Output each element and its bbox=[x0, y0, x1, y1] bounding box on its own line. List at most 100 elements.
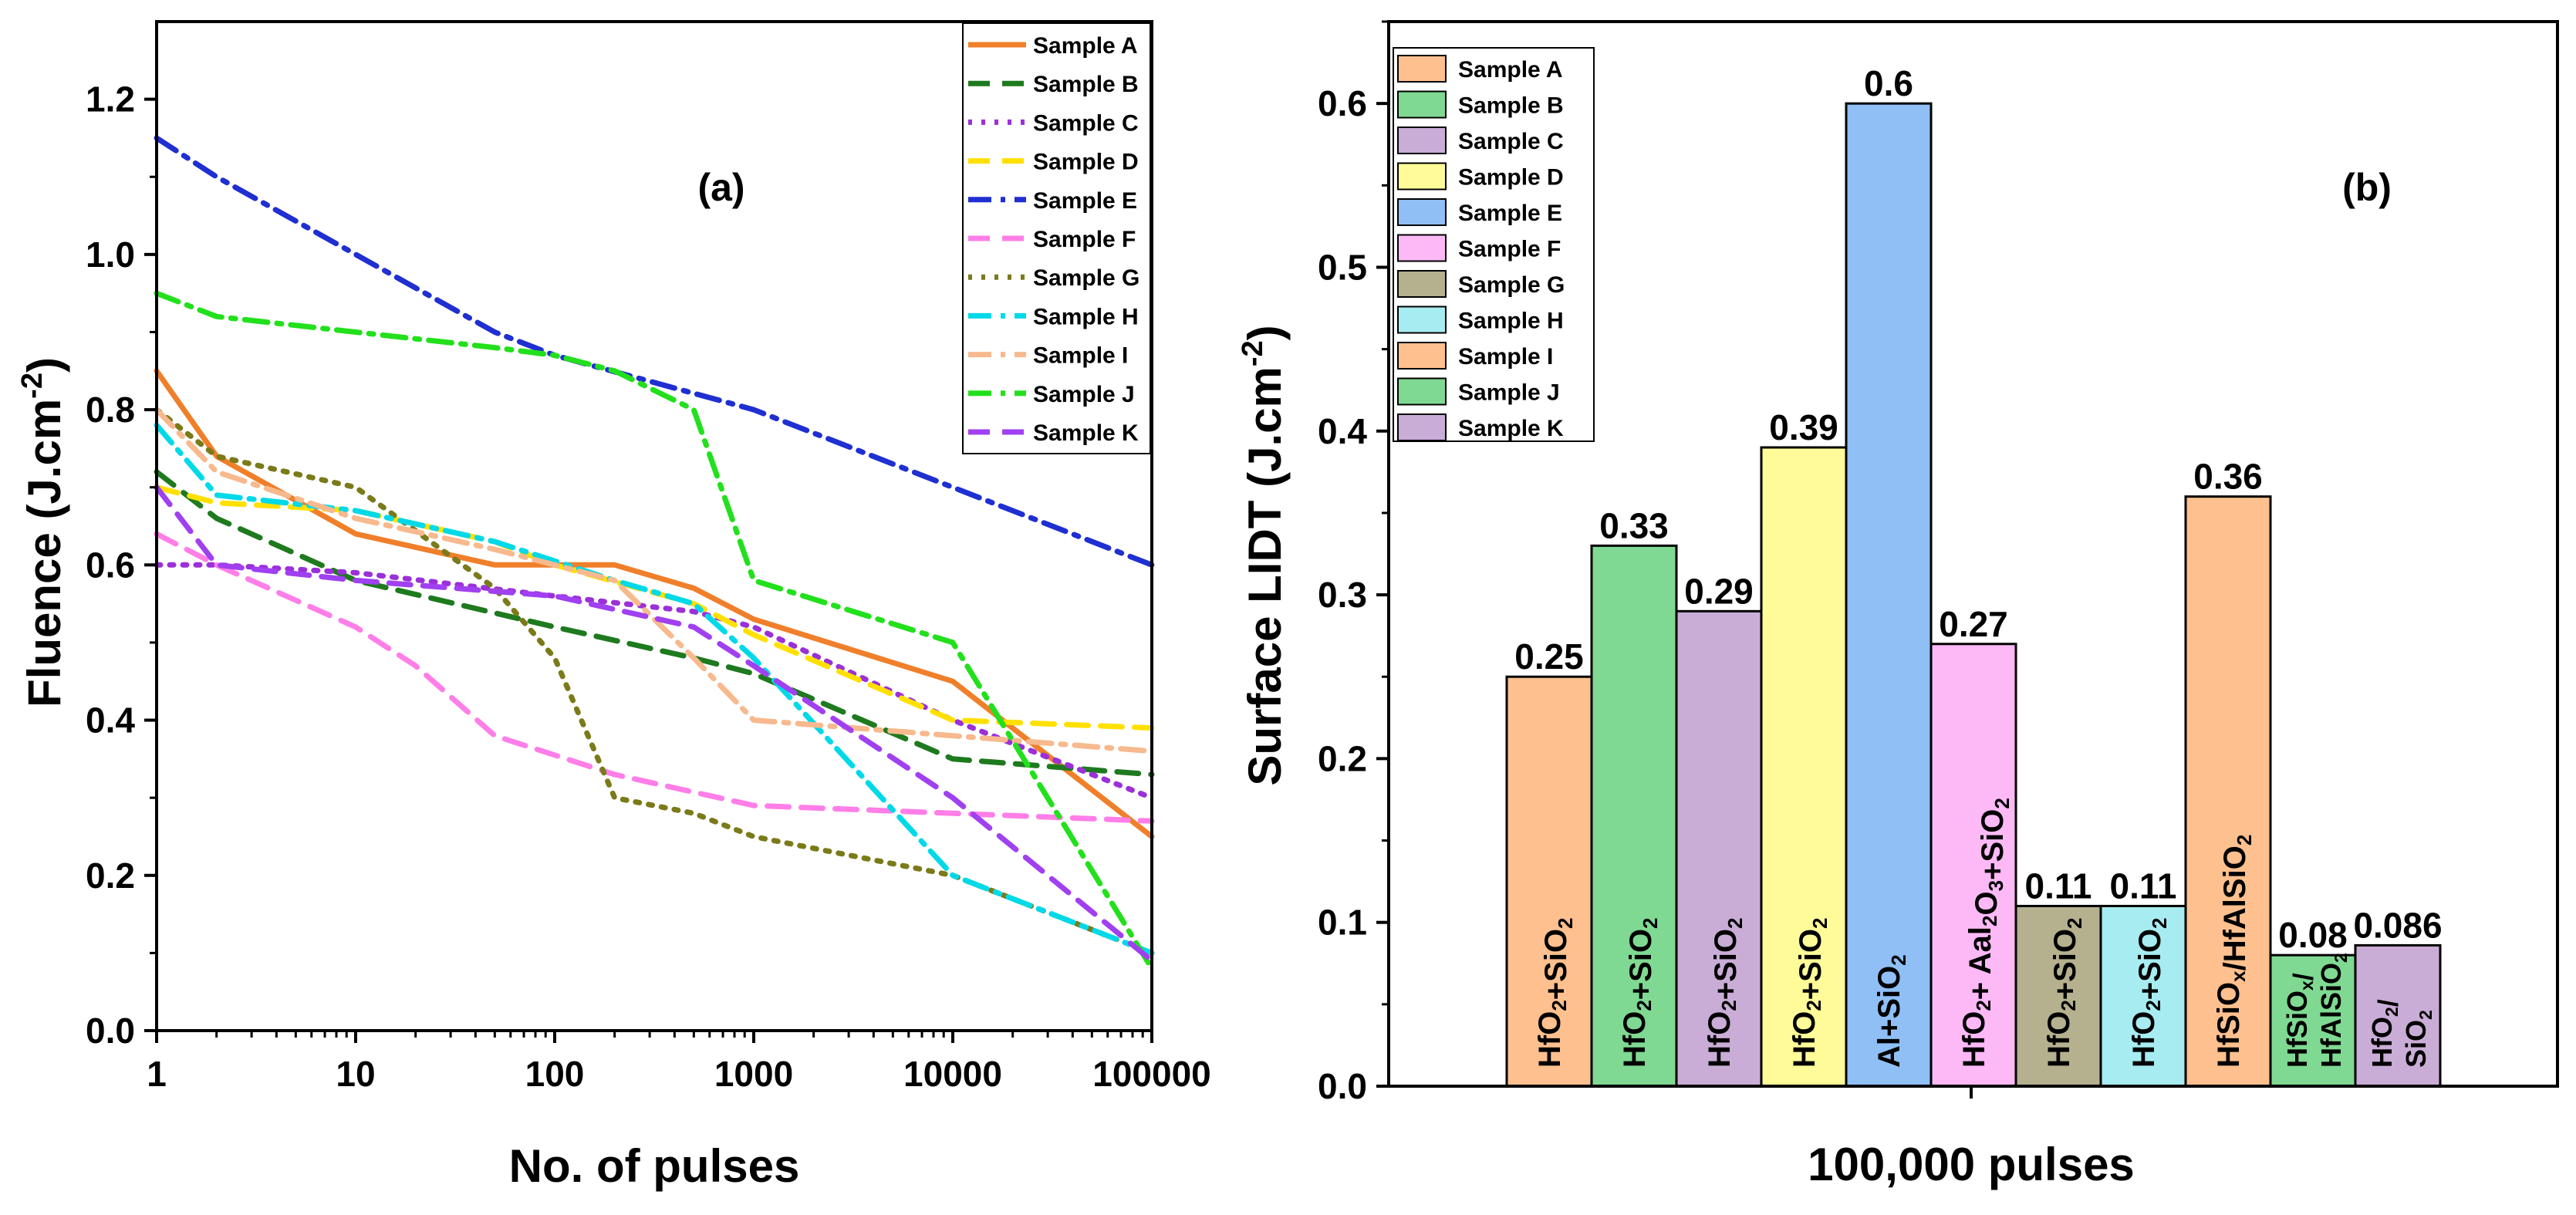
legend-entry-sample-a: Sample A bbox=[968, 33, 1138, 59]
bar-formula-label: HfSiOx/ bbox=[2281, 973, 2319, 1068]
legend-entry-sample-f: Sample F bbox=[968, 227, 1136, 252]
legend-label: Sample J bbox=[1033, 382, 1135, 407]
bar-sample-h: 0.11 HfO2+SiO2 bbox=[2099, 866, 2187, 1088]
bar-rect bbox=[2099, 904, 2187, 1088]
legend-label: Sample E bbox=[1458, 201, 1562, 226]
series-line-sample-g bbox=[154, 407, 1155, 956]
bar-value-label: 0.6 bbox=[1864, 63, 1913, 103]
legend-label: Sample A bbox=[1033, 33, 1138, 59]
x-tick-label: 10000 bbox=[903, 1054, 1002, 1094]
y-tick-label: 1.0 bbox=[86, 235, 135, 275]
panel-a-axis-ticks: 1 10 100 1000 10000 100000 0.0 0.2 0.4 0.6 0.8 1.0 1… bbox=[86, 79, 1211, 1094]
legend-entry-sample-k: Sample K bbox=[1397, 413, 1564, 441]
legend-swatch bbox=[1397, 305, 1447, 334]
y-tick-label: 0.6 bbox=[1318, 83, 1367, 123]
legend-entry-sample-a: Sample A bbox=[1397, 55, 1563, 83]
y-tick-label: 0.0 bbox=[86, 1011, 135, 1051]
legend-label: Sample K bbox=[1458, 416, 1564, 441]
legend-entry-sample-e: Sample E bbox=[968, 188, 1137, 214]
legend-label: Sample B bbox=[1033, 72, 1139, 97]
y-tick-label: 0.4 bbox=[1318, 411, 1367, 451]
panel-b-x-axis-title: 100,000 pulses bbox=[1808, 1139, 2135, 1190]
series-line-sample-k bbox=[154, 484, 1155, 964]
bar-formula-label: HfO2+SiO2 bbox=[1788, 917, 1832, 1068]
x-tick-label: 10 bbox=[336, 1054, 375, 1094]
bar-value-label: 0.25 bbox=[1514, 636, 1584, 677]
legend-swatch bbox=[1397, 342, 1447, 370]
bar-rect bbox=[1675, 609, 1763, 1088]
x-tick-label: 100000 bbox=[1092, 1054, 1211, 1094]
legend-entry-sample-j: Sample J bbox=[968, 382, 1135, 407]
legend-swatch bbox=[1397, 270, 1447, 298]
y-tick-label: 1.2 bbox=[86, 79, 135, 120]
bar-sample-k: 0.086 HfO2/SiO2 bbox=[2353, 905, 2443, 1088]
bar-formula-label: SiO2 bbox=[2400, 1010, 2436, 1068]
panel-a-x-axis-title: No. of pulses bbox=[509, 1140, 800, 1192]
bar-value-label: 0.29 bbox=[1684, 571, 1754, 611]
bar-formula-label: HfO2+SiO2 bbox=[2042, 917, 2086, 1068]
legend-label: Sample D bbox=[1033, 150, 1139, 175]
bar-formula-label: HfO2+SiO2 bbox=[1703, 917, 1747, 1068]
panel-b-bars: 0.25HfO2+SiO20.33HfO2+SiO20.29HfO2+SiO20… bbox=[1505, 63, 2443, 1088]
bar-sample-a: 0.25 HfO2+SiO2 bbox=[1505, 636, 1593, 1088]
bar-formula-label: HfO2+ Aal2O3+SiO2 bbox=[1957, 798, 2014, 1068]
series-line-sample-j bbox=[154, 290, 1155, 971]
bar-rect bbox=[2269, 953, 2357, 1088]
bar-value-label: 0.11 bbox=[2110, 866, 2177, 906]
legend-swatch bbox=[1397, 198, 1447, 226]
y-tick-label: 0.2 bbox=[86, 856, 135, 896]
legend-entry-sample-b: Sample B bbox=[968, 72, 1139, 97]
legend-label: Sample G bbox=[1458, 272, 1565, 298]
legend-label: Sample F bbox=[1033, 227, 1136, 252]
panel-b-axis-ticks: 0.0 0.1 0.2 0.3 0.4 0.5 0.6 bbox=[1318, 20, 1973, 1106]
bar-value-label: 0.27 bbox=[1939, 604, 2008, 644]
bar-sample-g: 0.11 HfO2+SiO2 bbox=[2014, 866, 2102, 1088]
bar-value-label: 0.36 bbox=[2193, 457, 2263, 497]
legend-swatch bbox=[1397, 413, 1447, 441]
legend-swatch bbox=[1397, 90, 1447, 119]
legend-entry-sample-g: Sample G bbox=[1397, 270, 1565, 298]
legend-label: Sample I bbox=[1458, 344, 1553, 370]
bar-rect bbox=[1505, 675, 1593, 1088]
legend-label: Sample C bbox=[1458, 129, 1564, 154]
bar-rect bbox=[1845, 102, 1933, 1088]
bar-rect bbox=[1590, 544, 1678, 1088]
legend-entry-sample-i: Sample I bbox=[1397, 342, 1553, 370]
y-tick-label: 0.4 bbox=[86, 700, 135, 741]
legend-entry-sample-f: Sample F bbox=[1397, 234, 1561, 262]
bar-formula-label: HfO2/ bbox=[2366, 999, 2404, 1068]
y-tick-label: 0.6 bbox=[86, 545, 135, 585]
bar-formula-label: HfSiOx/HfAlSiO2 bbox=[2212, 835, 2256, 1068]
y-tick-label: 0.0 bbox=[1318, 1066, 1367, 1106]
panel-b-plot-frame bbox=[1387, 20, 2559, 1088]
legend-label: Sample H bbox=[1458, 309, 1564, 334]
legend-label: Sample B bbox=[1458, 93, 1564, 119]
legend-swatch bbox=[1397, 377, 1447, 406]
bar-sample-i: 0.36 HfSiOx/HfAlSiO2 bbox=[2184, 457, 2272, 1088]
y-tick-label: 0.2 bbox=[1318, 738, 1367, 778]
legend-swatch bbox=[1397, 55, 1447, 83]
panel-b-y-axis-title: Surface LIDT (J.cm-2) bbox=[1237, 325, 1291, 785]
bar-formula-label: HfAlSiO2 bbox=[2315, 953, 2351, 1068]
y-tick-label: 0.1 bbox=[1318, 903, 1367, 943]
series-line-sample-b bbox=[154, 469, 1155, 778]
legend-entry-sample-h: Sample H bbox=[1397, 305, 1564, 334]
legend-label: Sample A bbox=[1458, 57, 1563, 83]
legend-swatch bbox=[1397, 234, 1447, 262]
legend-label: Sample G bbox=[1033, 265, 1139, 291]
legend-entry-sample-d: Sample D bbox=[1397, 162, 1564, 191]
y-tick-label: 0.8 bbox=[86, 390, 135, 430]
bar-formula-label: HfO2+SiO2 bbox=[1533, 917, 1577, 1068]
legend-label: Sample J bbox=[1458, 380, 1560, 406]
legend-swatch bbox=[1397, 127, 1447, 154]
legend-entry-sample-g: Sample G bbox=[968, 265, 1139, 291]
y-tick-label: 0.5 bbox=[1318, 247, 1367, 287]
panel-a-legend: Sample A Sample B Sample C Sample D Sample E… bbox=[962, 22, 1151, 454]
panel-a-plot-frame bbox=[155, 20, 1153, 1032]
bar-value-label: 0.33 bbox=[1599, 505, 1669, 545]
x-tick-label: 1000 bbox=[714, 1054, 793, 1094]
legend-label: Sample E bbox=[1033, 188, 1137, 214]
bar-value-label: 0.11 bbox=[2025, 866, 2092, 906]
bar-rect bbox=[1929, 643, 2017, 1088]
